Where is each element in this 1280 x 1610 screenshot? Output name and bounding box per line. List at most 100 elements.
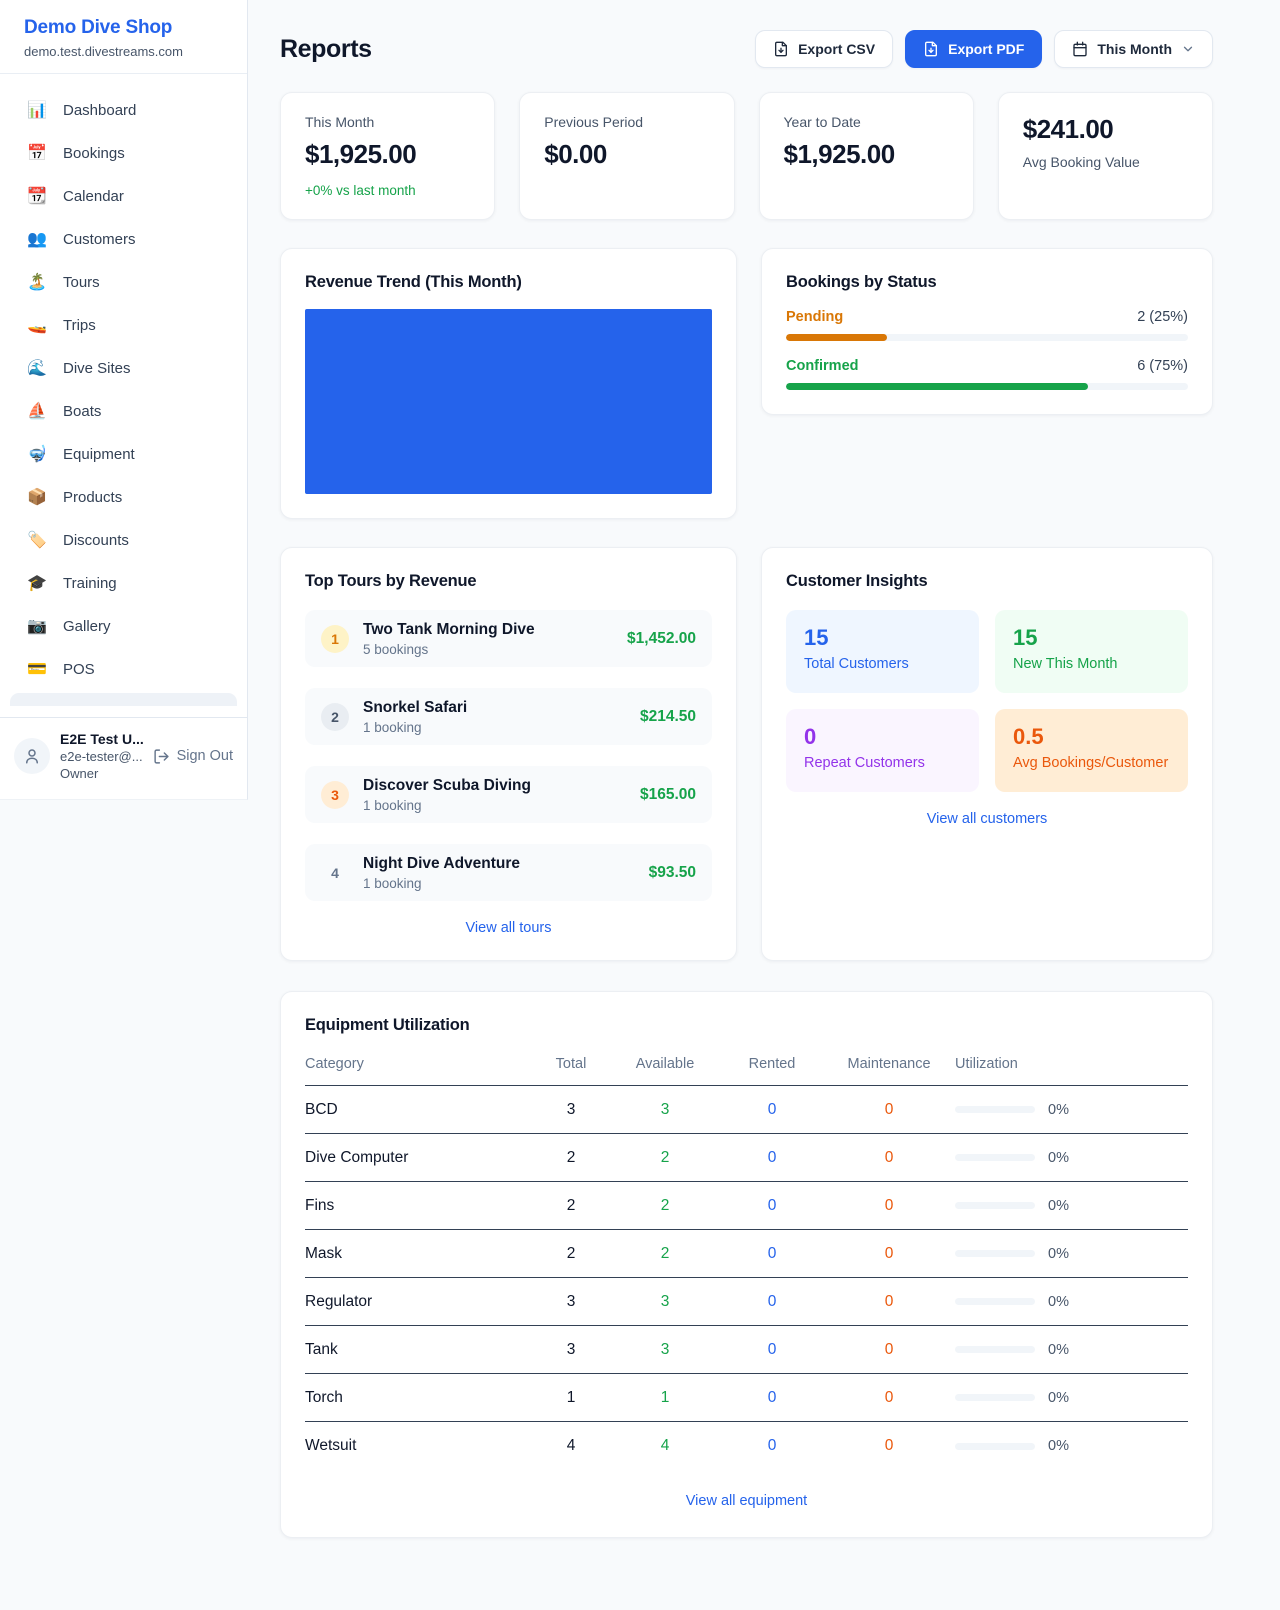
view-all-tours-link[interactable]: View all tours: [465, 920, 552, 936]
table-row: Tank 3 3 0 0 0%: [305, 1326, 1188, 1374]
cell-maintenance: 0: [884, 1196, 894, 1214]
cell-category: Tank: [305, 1340, 338, 1358]
sidebar-item-partial-highlight[interactable]: [10, 693, 237, 706]
sidebar-item-customers[interactable]: 👥 Customers: [0, 218, 247, 261]
status-bar-fill-pending: [786, 334, 887, 341]
cell-utilization: 0%: [955, 1438, 1188, 1454]
sidebar-item-dive-sites[interactable]: 🌊 Dive Sites: [0, 347, 247, 390]
cell-utilization: 0%: [955, 1102, 1188, 1118]
page-title: Reports: [280, 34, 372, 63]
sidebar-item-label: Dashboard: [63, 102, 137, 119]
cell-maintenance: 0: [884, 1244, 894, 1262]
insight-label: New This Month: [1013, 656, 1118, 672]
sidebar-item-dashboard[interactable]: 📊 Dashboard: [0, 89, 247, 132]
tour-name: Discover Scuba Diving: [363, 776, 531, 794]
utilization-percent: 0%: [1048, 1293, 1069, 1310]
insight-value: 15: [1013, 625, 1038, 650]
speedboat-icon: 🚤: [27, 316, 47, 334]
cell-available: 4: [660, 1437, 670, 1454]
cell-rented: 0: [767, 1437, 777, 1454]
cell-maintenance: 0: [884, 1388, 894, 1406]
utilization-bar: [955, 1106, 1035, 1113]
sidebar-item-training[interactable]: 🎓 Training: [0, 562, 247, 605]
sidebar-item-label: Bookings: [63, 145, 125, 162]
cell-category: Regulator: [305, 1292, 373, 1310]
sidebar-nav: 📊 Dashboard 📅 Bookings 📆 Calendar 👥 Customer…: [0, 74, 247, 706]
utilization-bar: [955, 1154, 1035, 1161]
tour-name: Two Tank Morning Dive: [363, 620, 535, 638]
utilization-percent: 0%: [1048, 1438, 1069, 1454]
export-csv-button[interactable]: Export CSV: [755, 30, 894, 68]
status-row-confirmed: Confirmed 6 (75%): [786, 358, 1188, 390]
status-label-confirmed: Confirmed: [786, 358, 859, 374]
cell-utilization: 0%: [955, 1198, 1188, 1214]
calendar-icon: [1073, 41, 1088, 57]
user-panel: E2E Test U... e2e-tester@... Owner Sign …: [0, 717, 247, 799]
col-header-rented: Rented: [748, 1056, 796, 1072]
sidebar-item-equipment[interactable]: 🤿 Equipment: [0, 433, 247, 476]
stat-value: $1,925.00: [783, 139, 896, 169]
sidebar-item-discounts[interactable]: 🏷️ Discounts: [0, 519, 247, 562]
sidebar-item-tours[interactable]: 🏝️ Tours: [0, 261, 247, 304]
cell-available: 2: [660, 1196, 670, 1214]
user-info: E2E Test U... e2e-tester@... Owner: [60, 731, 144, 781]
equipment-utilization-title: Equipment Utilization: [305, 1016, 470, 1034]
cell-total: 2: [566, 1196, 576, 1214]
revenue-trend-chart: [305, 309, 712, 494]
sidebar-item-bookings[interactable]: 📅 Bookings: [0, 132, 247, 175]
header-actions: Export CSV Export PDF This Month: [755, 30, 1213, 68]
cell-category: Fins: [305, 1196, 335, 1214]
sidebar-item-boats[interactable]: ⛵ Boats: [0, 390, 247, 433]
file-download-icon: [925, 41, 938, 57]
cell-category: Mask: [305, 1244, 343, 1262]
table-row: Mask 2 2 0 0 0%: [305, 1230, 1188, 1278]
rank-badge: 2: [321, 702, 349, 731]
utilization-bar: [955, 1442, 1035, 1450]
tour-row[interactable]: 1 Two Tank Morning Dive 5 bookings $1,452…: [305, 610, 712, 667]
cell-utilization: 0%: [955, 1294, 1188, 1310]
cell-total: 3: [566, 1340, 576, 1358]
sidebar-item-trips[interactable]: 🚤 Trips: [0, 304, 247, 347]
utilization-bar: [955, 1250, 1035, 1257]
view-all-customers-link[interactable]: View all customers: [926, 811, 1048, 827]
brand-domain: demo.test.divestreams.com: [24, 44, 183, 59]
tour-row[interactable]: 4 Night Dive Adventure 1 booking $93.50: [305, 844, 712, 901]
sidebar-item-calendar[interactable]: 📆 Calendar: [0, 175, 247, 218]
cell-category: BCD: [305, 1100, 338, 1118]
stat-label: Year to Date: [783, 114, 861, 130]
cell-total: 4: [566, 1437, 576, 1454]
stat-value: $241.00: [1022, 114, 1114, 144]
top-tours-title: Top Tours by Revenue: [305, 572, 477, 590]
period-label: This Month: [1097, 41, 1172, 57]
sidebar-item-products[interactable]: 📦 Products: [0, 476, 247, 519]
cell-total: 3: [566, 1292, 576, 1310]
cell-rented: 0: [767, 1388, 777, 1406]
sidebar-item-pos[interactable]: 💳 POS: [0, 648, 247, 691]
cell-category: Torch: [305, 1388, 343, 1406]
status-bar-track: [786, 334, 1188, 341]
cell-available: 3: [660, 1340, 670, 1358]
cell-maintenance: 0: [884, 1292, 894, 1310]
brand-name[interactable]: Demo Dive Shop: [24, 17, 173, 38]
utilization-bar: [955, 1394, 1035, 1401]
cell-total: 1: [566, 1388, 576, 1406]
tour-row[interactable]: 2 Snorkel Safari 1 booking $214.50: [305, 688, 712, 745]
top-tours-card: Top Tours by Revenue 1 Two Tank Morning …: [280, 547, 737, 961]
cell-rented: 0: [767, 1148, 777, 1166]
stat-label: This Month: [305, 114, 375, 130]
cell-available: 1: [660, 1388, 670, 1406]
cell-utilization: 0%: [955, 1390, 1188, 1406]
cell-rented: 0: [767, 1196, 777, 1214]
export-pdf-button[interactable]: Export PDF: [905, 30, 1043, 68]
cell-available: 2: [660, 1244, 670, 1262]
lists-row: Top Tours by Revenue 1 Two Tank Morning …: [280, 547, 1213, 961]
status-bar-track: [786, 383, 1188, 390]
sidebar-item-gallery[interactable]: 📷 Gallery: [0, 605, 247, 648]
sign-out-button[interactable]: Sign Out: [153, 748, 233, 765]
cell-total: 2: [566, 1148, 576, 1166]
period-select[interactable]: This Month: [1054, 30, 1213, 68]
utilization-percent: 0%: [1048, 1101, 1069, 1118]
view-all-equipment-link[interactable]: View all equipment: [685, 1493, 808, 1509]
insight-label: Avg Bookings/Customer: [1013, 755, 1169, 771]
tour-row[interactable]: 3 Discover Scuba Diving 1 booking $165.00: [305, 766, 712, 823]
